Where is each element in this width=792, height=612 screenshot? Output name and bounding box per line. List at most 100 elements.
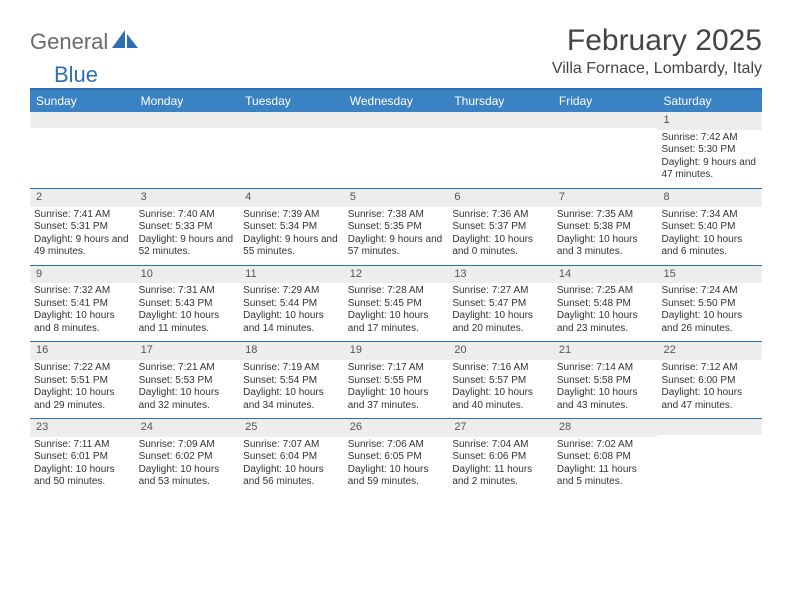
day-number: 27 — [448, 419, 553, 437]
day-number — [657, 419, 762, 435]
weekday-sunday: Sunday — [30, 90, 135, 112]
sunset-text: Sunset: 6:02 PM — [139, 451, 236, 464]
day-number: 7 — [553, 189, 658, 207]
day-number: 18 — [239, 342, 344, 360]
sunset-text: Sunset: 6:05 PM — [348, 451, 445, 464]
sunset-text: Sunset: 5:40 PM — [661, 221, 758, 234]
empty-cell — [344, 112, 449, 188]
daylight-text: Daylight: 10 hours and 17 minutes. — [348, 310, 445, 335]
day-cell: 24Sunrise: 7:09 AMSunset: 6:02 PMDayligh… — [135, 419, 240, 495]
day-cell: 4Sunrise: 7:39 AMSunset: 5:34 PMDaylight… — [239, 189, 344, 265]
day-cell: 18Sunrise: 7:19 AMSunset: 5:54 PMDayligh… — [239, 342, 344, 418]
sunrise-text: Sunrise: 7:14 AM — [557, 362, 654, 375]
sunset-text: Sunset: 5:44 PM — [243, 298, 340, 311]
day-cell: 13Sunrise: 7:27 AMSunset: 5:47 PMDayligh… — [448, 266, 553, 342]
day-number: 3 — [135, 189, 240, 207]
day-number — [30, 112, 135, 128]
daylight-text: Daylight: 9 hours and 57 minutes. — [348, 234, 445, 259]
sunset-text: Sunset: 5:58 PM — [557, 375, 654, 388]
day-cell: 16Sunrise: 7:22 AMSunset: 5:51 PMDayligh… — [30, 342, 135, 418]
day-number: 10 — [135, 266, 240, 284]
day-number: 20 — [448, 342, 553, 360]
sunset-text: Sunset: 5:37 PM — [452, 221, 549, 234]
empty-cell — [657, 419, 762, 495]
sunrise-text: Sunrise: 7:27 AM — [452, 285, 549, 298]
sunrise-text: Sunrise: 7:12 AM — [661, 362, 758, 375]
day-cell: 14Sunrise: 7:25 AMSunset: 5:48 PMDayligh… — [553, 266, 658, 342]
brand-logo: General — [30, 28, 140, 55]
day-number: 14 — [553, 266, 658, 284]
day-cell: 5Sunrise: 7:38 AMSunset: 5:35 PMDaylight… — [344, 189, 449, 265]
sunset-text: Sunset: 5:45 PM — [348, 298, 445, 311]
daylight-text: Daylight: 9 hours and 52 minutes. — [139, 234, 236, 259]
sunset-text: Sunset: 5:57 PM — [452, 375, 549, 388]
day-number: 9 — [30, 266, 135, 284]
sunrise-text: Sunrise: 7:19 AM — [243, 362, 340, 375]
day-number: 12 — [344, 266, 449, 284]
sunset-text: Sunset: 5:41 PM — [34, 298, 131, 311]
day-cell: 22Sunrise: 7:12 AMSunset: 6:00 PMDayligh… — [657, 342, 762, 418]
sunrise-text: Sunrise: 7:41 AM — [34, 209, 131, 222]
day-cell: 1Sunrise: 7:42 AMSunset: 5:30 PMDaylight… — [657, 112, 762, 188]
day-cell: 8Sunrise: 7:34 AMSunset: 5:40 PMDaylight… — [657, 189, 762, 265]
day-number: 4 — [239, 189, 344, 207]
day-cell: 6Sunrise: 7:36 AMSunset: 5:37 PMDaylight… — [448, 189, 553, 265]
weekday-wednesday: Wednesday — [344, 90, 449, 112]
week-row: 16Sunrise: 7:22 AMSunset: 5:51 PMDayligh… — [30, 342, 762, 419]
sunset-text: Sunset: 5:35 PM — [348, 221, 445, 234]
day-number — [344, 112, 449, 128]
daylight-text: Daylight: 10 hours and 53 minutes. — [139, 464, 236, 489]
sunrise-text: Sunrise: 7:21 AM — [139, 362, 236, 375]
daylight-text: Daylight: 10 hours and 0 minutes. — [452, 234, 549, 259]
weekday-saturday: Saturday — [657, 90, 762, 112]
day-cell: 15Sunrise: 7:24 AMSunset: 5:50 PMDayligh… — [657, 266, 762, 342]
daylight-text: Daylight: 10 hours and 50 minutes. — [34, 464, 131, 489]
empty-cell — [30, 112, 135, 188]
day-number: 24 — [135, 419, 240, 437]
daylight-text: Daylight: 10 hours and 23 minutes. — [557, 310, 654, 335]
sunrise-text: Sunrise: 7:22 AM — [34, 362, 131, 375]
daylight-text: Daylight: 11 hours and 2 minutes. — [452, 464, 549, 489]
sunrise-text: Sunrise: 7:35 AM — [557, 209, 654, 222]
empty-cell — [448, 112, 553, 188]
day-number: 28 — [553, 419, 658, 437]
sunrise-text: Sunrise: 7:25 AM — [557, 285, 654, 298]
day-number: 26 — [344, 419, 449, 437]
sunset-text: Sunset: 5:31 PM — [34, 221, 131, 234]
weekday-thursday: Thursday — [448, 90, 553, 112]
daylight-text: Daylight: 10 hours and 43 minutes. — [557, 387, 654, 412]
weekday-friday: Friday — [553, 90, 658, 112]
day-cell: 26Sunrise: 7:06 AMSunset: 6:05 PMDayligh… — [344, 419, 449, 495]
sunrise-text: Sunrise: 7:07 AM — [243, 439, 340, 452]
daylight-text: Daylight: 10 hours and 20 minutes. — [452, 310, 549, 335]
weekday-monday: Monday — [135, 90, 240, 112]
day-cell: 2Sunrise: 7:41 AMSunset: 5:31 PMDaylight… — [30, 189, 135, 265]
daylight-text: Daylight: 10 hours and 14 minutes. — [243, 310, 340, 335]
daylight-text: Daylight: 9 hours and 55 minutes. — [243, 234, 340, 259]
sunset-text: Sunset: 5:33 PM — [139, 221, 236, 234]
day-number: 19 — [344, 342, 449, 360]
sunset-text: Sunset: 5:48 PM — [557, 298, 654, 311]
sunset-text: Sunset: 5:53 PM — [139, 375, 236, 388]
daylight-text: Daylight: 10 hours and 6 minutes. — [661, 234, 758, 259]
day-cell: 25Sunrise: 7:07 AMSunset: 6:04 PMDayligh… — [239, 419, 344, 495]
sunrise-text: Sunrise: 7:32 AM — [34, 285, 131, 298]
day-number: 21 — [553, 342, 658, 360]
day-number: 22 — [657, 342, 762, 360]
day-number — [239, 112, 344, 128]
brand-text-blue: Blue — [54, 62, 98, 88]
daylight-text: Daylight: 10 hours and 47 minutes. — [661, 387, 758, 412]
daylight-text: Daylight: 10 hours and 40 minutes. — [452, 387, 549, 412]
sunrise-text: Sunrise: 7:24 AM — [661, 285, 758, 298]
sunset-text: Sunset: 6:06 PM — [452, 451, 549, 464]
empty-cell — [239, 112, 344, 188]
sunrise-text: Sunrise: 7:17 AM — [348, 362, 445, 375]
daylight-text: Daylight: 10 hours and 3 minutes. — [557, 234, 654, 259]
week-row: 9Sunrise: 7:32 AMSunset: 5:41 PM Daylight… — [30, 266, 762, 343]
day-cell: 20Sunrise: 7:16 AMSunset: 5:57 PMDayligh… — [448, 342, 553, 418]
sunrise-text: Sunrise: 7:39 AM — [243, 209, 340, 222]
day-number: 16 — [30, 342, 135, 360]
day-cell: 19Sunrise: 7:17 AMSunset: 5:55 PMDayligh… — [344, 342, 449, 418]
sunrise-text: Sunrise: 7:42 AM — [661, 132, 758, 145]
daylight-text: Daylight: 9 hours and 47 minutes. — [661, 157, 758, 182]
